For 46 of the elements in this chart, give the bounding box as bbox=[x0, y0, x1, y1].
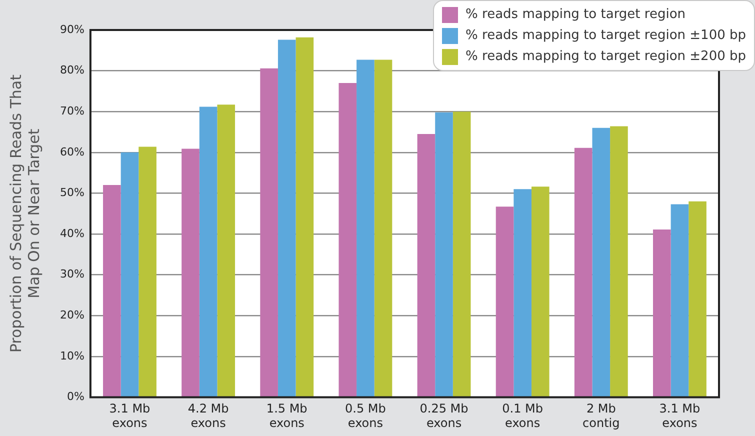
y-tick-label: 90% bbox=[60, 22, 84, 36]
x-tick-label: 0.25 Mb exons bbox=[420, 402, 468, 430]
y-tick-label: 40% bbox=[60, 226, 84, 240]
x-tick-label: 3.1 Mb exons bbox=[659, 402, 700, 430]
bar bbox=[496, 206, 514, 397]
x-tick-label: 2 Mb contig bbox=[582, 402, 620, 430]
bar bbox=[120, 152, 139, 397]
bar bbox=[452, 112, 471, 397]
y-tick-label: 30% bbox=[60, 268, 84, 281]
bar bbox=[417, 134, 436, 397]
y-tick-label: 80% bbox=[60, 64, 84, 77]
bar bbox=[260, 68, 278, 397]
bar bbox=[182, 148, 200, 397]
y-tick-label: 10% bbox=[60, 349, 84, 362]
bar bbox=[103, 185, 121, 397]
x-tick-label: 0.5 Mb exons bbox=[345, 402, 386, 430]
bar bbox=[199, 106, 218, 397]
x-tick-label: 3.1 Mb exons bbox=[109, 402, 150, 430]
y-tick-label: 0% bbox=[66, 390, 84, 404]
bar bbox=[296, 37, 314, 397]
legend-label: % reads mapping to target region ±200 bp bbox=[466, 49, 746, 64]
bar bbox=[138, 146, 156, 397]
y-tick-label: 60% bbox=[60, 145, 84, 158]
bar bbox=[653, 230, 671, 397]
bar bbox=[574, 148, 592, 397]
legend-label: % reads mapping to target region bbox=[466, 7, 686, 22]
bar bbox=[278, 40, 296, 397]
bar bbox=[670, 204, 689, 397]
bar bbox=[592, 128, 610, 397]
bar bbox=[610, 126, 628, 397]
bar bbox=[356, 60, 374, 397]
y-tick-label: 50% bbox=[60, 186, 84, 200]
bar bbox=[374, 60, 392, 397]
x-tick-label: 4.2 Mb exons bbox=[188, 402, 229, 430]
x-tick-label: 0.1 Mb exons bbox=[502, 402, 544, 430]
bar bbox=[688, 201, 706, 397]
bar bbox=[338, 83, 357, 397]
bar bbox=[435, 112, 453, 397]
bar bbox=[514, 189, 532, 397]
bar bbox=[531, 186, 550, 397]
y-tick-label: 70% bbox=[60, 104, 84, 118]
bar bbox=[217, 104, 236, 397]
x-tick-label: 1.5 Mb exons bbox=[266, 402, 308, 430]
y-axis-title: Proportion of Sequencing Reads That Map On or Near Target bbox=[6, 74, 43, 353]
y-tick-label: 20% bbox=[60, 308, 84, 322]
legend-label: % reads mapping to target region ±100 bp bbox=[466, 28, 746, 43]
